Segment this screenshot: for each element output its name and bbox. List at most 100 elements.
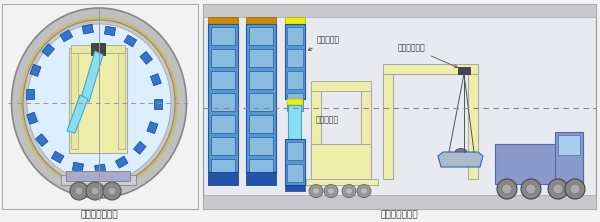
Ellipse shape xyxy=(309,184,323,198)
Bar xyxy=(211,137,235,155)
Bar xyxy=(249,137,273,155)
Bar xyxy=(246,24,276,172)
Bar xyxy=(249,93,273,111)
Bar xyxy=(288,105,301,163)
Bar xyxy=(26,89,34,99)
Bar xyxy=(118,51,125,149)
Bar xyxy=(458,67,470,74)
Bar xyxy=(208,172,238,185)
Bar xyxy=(246,172,276,185)
Ellipse shape xyxy=(328,188,335,194)
Circle shape xyxy=(103,182,121,200)
Bar xyxy=(124,35,137,47)
Bar xyxy=(249,159,273,177)
Bar xyxy=(211,27,235,45)
Ellipse shape xyxy=(357,184,371,198)
Ellipse shape xyxy=(361,188,367,194)
Bar xyxy=(361,89,371,185)
Bar xyxy=(69,48,127,153)
Bar xyxy=(311,81,371,91)
Bar xyxy=(495,144,583,184)
Bar xyxy=(151,74,161,86)
Bar xyxy=(66,171,130,181)
Bar xyxy=(71,45,125,53)
Bar xyxy=(91,43,105,55)
Bar xyxy=(246,17,276,24)
Bar xyxy=(285,185,305,191)
Bar xyxy=(134,141,146,154)
Bar xyxy=(311,89,321,185)
Circle shape xyxy=(86,182,104,200)
Bar xyxy=(249,49,273,67)
Polygon shape xyxy=(67,95,88,133)
Bar xyxy=(147,122,158,134)
Bar xyxy=(95,164,106,174)
Bar xyxy=(104,26,116,36)
Polygon shape xyxy=(81,51,103,102)
Ellipse shape xyxy=(23,20,175,186)
Bar xyxy=(249,27,273,45)
Circle shape xyxy=(108,187,116,195)
Circle shape xyxy=(553,184,563,194)
Bar xyxy=(73,162,83,172)
Text: トンネル側面図: トンネル側面図 xyxy=(380,210,418,220)
Bar xyxy=(558,135,580,155)
Bar xyxy=(306,179,378,185)
Bar xyxy=(208,17,238,24)
Ellipse shape xyxy=(313,188,320,194)
Bar xyxy=(2,4,198,209)
Bar xyxy=(61,175,136,185)
Circle shape xyxy=(502,184,512,194)
Bar xyxy=(287,164,303,182)
Bar xyxy=(211,49,235,67)
Bar xyxy=(285,139,305,185)
Circle shape xyxy=(75,187,83,195)
Ellipse shape xyxy=(20,17,178,189)
Text: エレクター: エレクター xyxy=(308,35,340,50)
Bar xyxy=(287,99,303,105)
Bar xyxy=(42,44,55,57)
Ellipse shape xyxy=(27,24,171,182)
Bar xyxy=(30,64,41,76)
Text: 門型クレーン: 門型クレーン xyxy=(398,43,458,68)
Circle shape xyxy=(526,184,536,194)
Bar xyxy=(35,134,48,147)
Bar xyxy=(383,64,478,74)
Bar xyxy=(287,49,303,67)
Bar xyxy=(287,142,303,160)
Bar xyxy=(52,151,64,163)
Bar xyxy=(287,27,303,45)
Bar xyxy=(211,71,235,89)
Bar xyxy=(154,99,162,109)
Bar xyxy=(203,4,596,17)
Ellipse shape xyxy=(342,184,356,198)
Circle shape xyxy=(70,182,88,200)
Bar xyxy=(140,52,152,64)
Bar xyxy=(115,156,128,168)
Ellipse shape xyxy=(455,149,467,155)
Bar xyxy=(383,72,393,179)
Ellipse shape xyxy=(346,188,353,194)
Bar xyxy=(311,144,371,182)
Bar xyxy=(211,159,235,177)
Polygon shape xyxy=(438,152,483,167)
Bar xyxy=(203,4,596,209)
Circle shape xyxy=(565,179,585,199)
Circle shape xyxy=(521,179,541,199)
Bar xyxy=(203,195,596,209)
Bar xyxy=(285,17,305,24)
Bar xyxy=(211,93,235,111)
Text: トンネル断面図: トンネル断面図 xyxy=(80,210,118,220)
Bar xyxy=(71,51,78,149)
Bar xyxy=(249,71,273,89)
Circle shape xyxy=(570,184,580,194)
Bar xyxy=(287,93,303,111)
Bar xyxy=(555,132,583,184)
Text: フィーダー: フィーダー xyxy=(316,115,339,124)
Circle shape xyxy=(91,187,99,195)
Bar xyxy=(287,71,303,89)
Bar xyxy=(60,30,73,42)
Circle shape xyxy=(548,179,568,199)
Bar xyxy=(211,115,235,133)
Circle shape xyxy=(497,179,517,199)
